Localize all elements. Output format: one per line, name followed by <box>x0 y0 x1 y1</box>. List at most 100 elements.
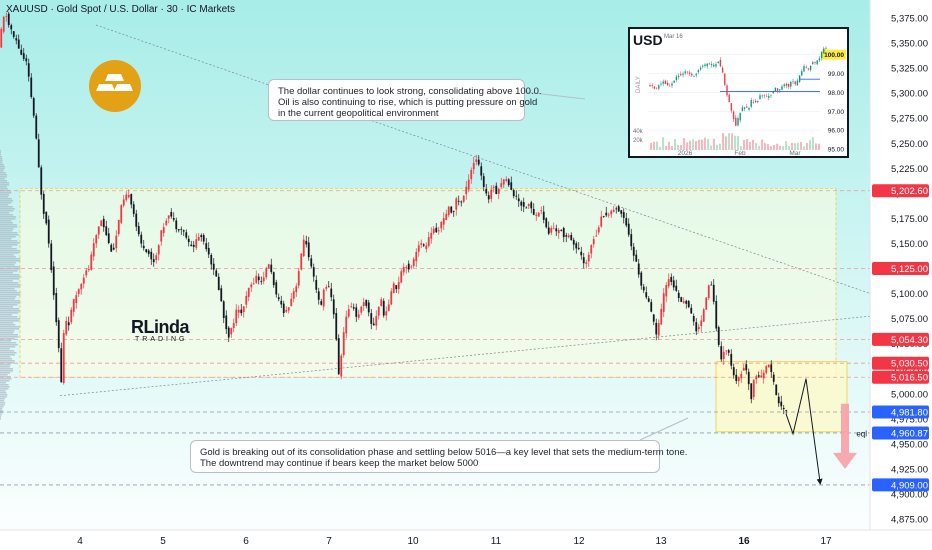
annotation-top[interactable]: The dollar continues to look strong, con… <box>268 79 542 121</box>
candle-body <box>107 233 110 244</box>
inset-y-tick: 98.00 <box>828 90 845 97</box>
candle-body <box>172 217 175 220</box>
profile-bar <box>0 242 20 244</box>
inset-volume-bar <box>686 142 688 150</box>
profile-bar <box>0 332 14 334</box>
x-tick-label: 10 <box>407 536 419 547</box>
candle-body <box>215 270 218 277</box>
candle-body <box>655 322 658 335</box>
candle-body <box>490 189 493 199</box>
candle-body <box>315 279 318 290</box>
y-tick-label: 5,325.00 <box>891 64 928 75</box>
gold-bar <box>114 84 133 91</box>
inset-volume-bar <box>737 135 739 150</box>
price-axis[interactable]: 5,375.00 5,350.00 5,325.00 5,300.00 5,275.00… <box>856 0 932 530</box>
profile-bar <box>0 320 19 322</box>
candle-body <box>702 309 705 322</box>
x-tick-label: 11 <box>491 536 502 547</box>
candle-body <box>645 292 648 298</box>
profile-bar <box>0 258 21 260</box>
gold-bar <box>105 74 124 81</box>
profile-bar <box>0 174 8 176</box>
candle-body <box>305 240 308 245</box>
candle-body <box>735 374 738 381</box>
profile-bar <box>0 386 10 388</box>
gold-bar <box>96 84 115 91</box>
profile-bar <box>0 236 16 238</box>
profile-bar <box>0 250 21 252</box>
candle-body <box>717 327 720 345</box>
candle-body <box>155 255 158 261</box>
candle-body <box>435 227 438 233</box>
profile-bar <box>0 200 14 202</box>
brand-sub: TRADING <box>135 336 188 343</box>
candle-body <box>525 207 528 209</box>
level-label-bg <box>872 405 929 419</box>
candle-body <box>420 243 423 245</box>
x-axis-background <box>0 530 932 550</box>
inset-candle-body <box>757 100 759 103</box>
profile-bar <box>0 402 6 404</box>
candle-body <box>160 230 163 242</box>
profile-bar <box>0 316 18 318</box>
inset-volume-bar <box>668 141 670 150</box>
candle-body <box>27 63 30 77</box>
candle-body <box>337 338 340 375</box>
profile-bar <box>0 270 18 272</box>
profile-bar <box>0 230 13 232</box>
candle-body <box>447 206 450 216</box>
inset-candle-body <box>776 88 779 91</box>
candle-body <box>45 211 48 224</box>
inset-period-label: DAILY <box>636 76 642 93</box>
inset-volume-bar <box>710 145 712 150</box>
annotation-bottom[interactable]: Gold is breaking out of its consolidatio… <box>190 440 687 473</box>
candle-body <box>285 309 288 312</box>
profile-bar <box>0 164 5 166</box>
candle-body <box>652 314 655 322</box>
candle-body <box>42 193 45 214</box>
candle-body <box>275 282 278 295</box>
candle-body <box>240 309 243 314</box>
inset-volume-bar <box>743 140 745 150</box>
inset-candle-body <box>763 94 766 96</box>
inset-volume-bar <box>716 144 718 150</box>
inset-volume-bar <box>671 146 673 150</box>
inset-candle-body <box>772 90 774 94</box>
candle-body <box>500 183 503 188</box>
inset-volume-bar <box>728 132 730 150</box>
inset-volume-bar <box>773 145 775 150</box>
candle-body <box>552 228 555 230</box>
candle-body <box>432 228 435 233</box>
inset-candle-body <box>798 75 801 82</box>
inset-candle-body <box>704 64 706 67</box>
candle-body <box>210 254 213 265</box>
inset-volume-bar <box>680 144 682 150</box>
profile-bar <box>0 294 22 296</box>
candle-body <box>175 220 178 230</box>
candle-body <box>287 307 290 311</box>
profile-bar <box>0 292 22 294</box>
inset-candle-body <box>770 94 772 96</box>
profile-bar <box>0 388 9 390</box>
profile-bar <box>0 350 15 352</box>
profile-bar <box>0 396 7 398</box>
profile-bar <box>0 394 8 396</box>
profile-bar <box>0 326 20 328</box>
candle-body <box>0 28 3 48</box>
candle-body <box>725 350 728 352</box>
y-tick-label: 5,150.00 <box>891 239 928 250</box>
candle-body <box>187 238 190 243</box>
inset-candle-body <box>658 85 660 89</box>
candle-body <box>382 300 385 316</box>
candle-body <box>615 208 618 210</box>
candle-body <box>545 218 548 228</box>
candle-body <box>617 206 620 212</box>
brand-logo: RLinda TRADING <box>131 318 190 344</box>
candle-body <box>312 267 315 277</box>
candle-body <box>52 266 55 296</box>
inset-candle-body <box>735 117 737 126</box>
x-tick-label: 13 <box>655 536 667 547</box>
